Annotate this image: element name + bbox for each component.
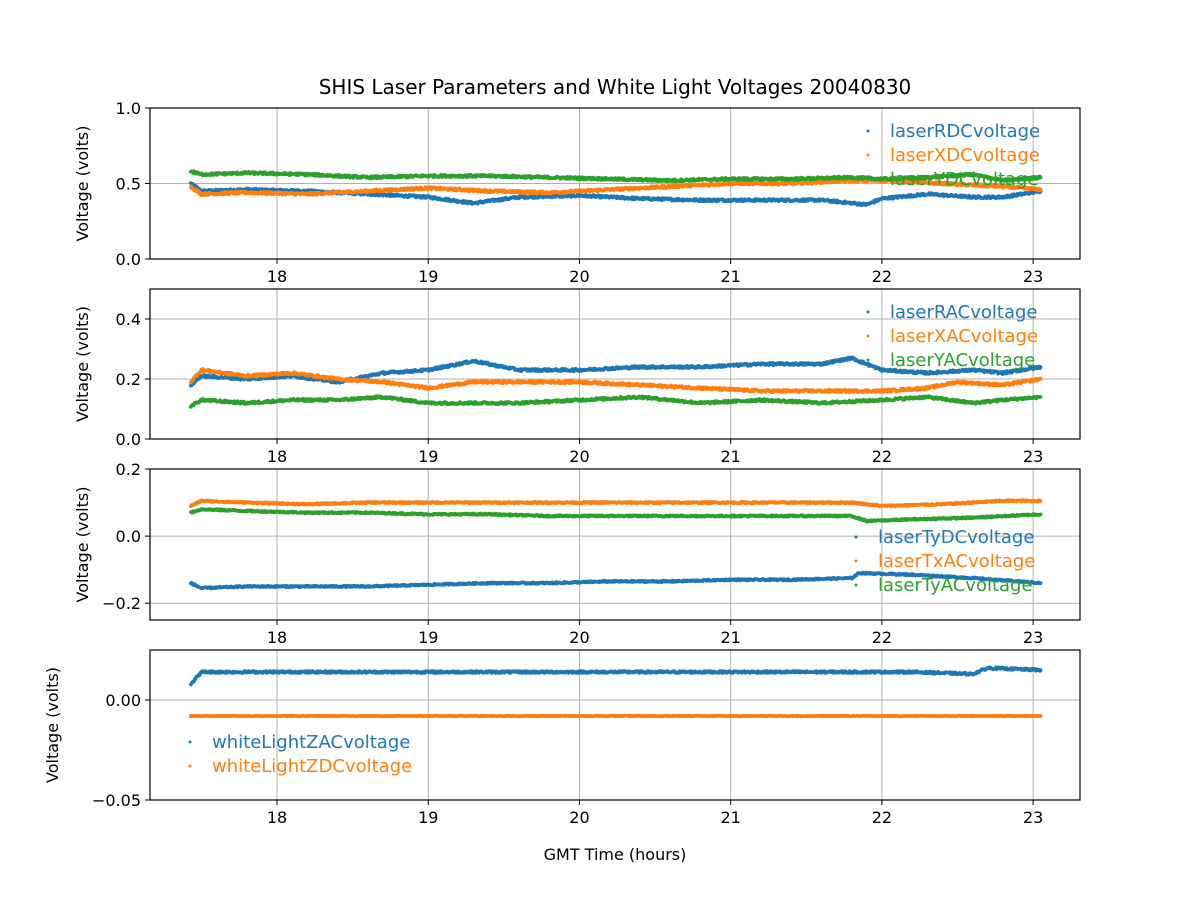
panels: 18 19 20 21 22 23 0.0 0.5 1.0 Voltage (volts) lase… bbox=[43, 99, 1081, 827]
legend-label: laserXDCvoltage bbox=[890, 145, 1040, 166]
x-tick-label: 18 bbox=[267, 267, 287, 286]
x-tick-label: 21 bbox=[721, 267, 741, 286]
legend: laserRDCvoltage laserXDCvoltage laserYDCvo… bbox=[866, 121, 1040, 190]
data-point bbox=[1038, 175, 1043, 180]
legend-marker bbox=[866, 177, 870, 181]
legend-marker bbox=[866, 153, 870, 157]
y-tick-label: 1.0 bbox=[116, 99, 141, 118]
panel-1: 18 19 20 21 22 23 0.0 0.5 1.0 Voltage (volts) lase… bbox=[73, 99, 1081, 286]
x-tick-label: 22 bbox=[872, 267, 892, 286]
x-tick-label: 20 bbox=[569, 267, 589, 286]
y-axis-label: Voltage (volts) bbox=[73, 126, 92, 242]
legend-label: laserRDCvoltage bbox=[890, 121, 1040, 142]
x-tick-label: 19 bbox=[418, 267, 438, 286]
y-tick-label: 0.0 bbox=[116, 250, 141, 269]
y-tick-label: 0.5 bbox=[116, 175, 141, 194]
x-tick-label: 23 bbox=[1023, 267, 1043, 286]
chart-title: SHIS Laser Parameters and White Light Vo… bbox=[319, 75, 912, 99]
data-point bbox=[1038, 187, 1043, 192]
legend-marker bbox=[866, 129, 870, 133]
legend-label: laserYDCvoltage bbox=[890, 169, 1039, 190]
